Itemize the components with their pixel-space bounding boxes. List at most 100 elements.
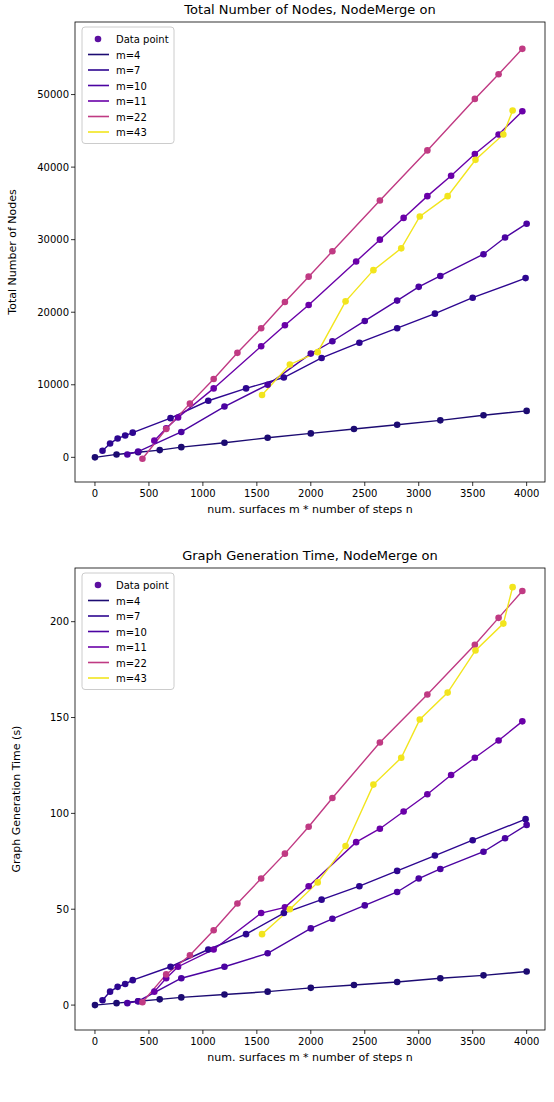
data-point xyxy=(502,835,509,842)
data-point xyxy=(259,931,266,938)
data-point xyxy=(258,325,265,332)
data-point xyxy=(210,946,217,953)
data-point xyxy=(444,193,451,200)
data-point xyxy=(400,808,407,815)
x-tick-label: 2000 xyxy=(298,488,323,499)
x-tick xyxy=(202,1030,203,1034)
data-point xyxy=(305,302,312,309)
data-point xyxy=(308,985,315,992)
y-tick-label: 200 xyxy=(50,616,69,627)
data-point xyxy=(178,444,185,451)
data-point xyxy=(519,588,526,595)
data-point xyxy=(287,906,294,913)
data-point xyxy=(139,455,146,462)
data-point xyxy=(480,412,487,419)
legend-label: m=7 xyxy=(116,611,140,622)
y-tick-label: 150 xyxy=(50,712,69,723)
y-tick xyxy=(71,813,75,814)
data-point xyxy=(264,950,271,957)
data-point xyxy=(522,275,529,282)
data-point xyxy=(394,868,401,875)
data-point xyxy=(178,994,185,1001)
y-tick-label: 100 xyxy=(50,808,69,819)
data-point xyxy=(187,952,194,959)
data-point xyxy=(377,825,384,832)
series-line xyxy=(142,49,522,459)
data-point xyxy=(175,963,182,970)
data-point xyxy=(281,374,288,381)
legend-label: m=4 xyxy=(116,596,140,607)
data-point xyxy=(398,245,405,252)
data-point xyxy=(308,430,315,437)
legend-line xyxy=(88,646,109,648)
data-point xyxy=(472,157,479,164)
legend-label: m=4 xyxy=(116,50,140,61)
data-point xyxy=(210,927,217,934)
legend-label: Data point xyxy=(116,580,169,591)
x-tick-label: 2500 xyxy=(352,1036,377,1047)
data-point xyxy=(415,284,422,291)
data-point xyxy=(437,417,444,424)
data-point xyxy=(351,982,358,989)
legend-line xyxy=(88,85,109,87)
data-point xyxy=(353,839,360,846)
data-point xyxy=(129,429,136,436)
x-axis-label: num. surfaces m * number of steps n xyxy=(207,503,412,516)
legend-line xyxy=(88,100,109,102)
x-tick xyxy=(148,482,149,486)
data-point xyxy=(318,896,325,903)
data-point xyxy=(308,925,315,932)
y-tick-label: 0 xyxy=(63,1000,69,1011)
data-point xyxy=(519,108,526,115)
data-point xyxy=(167,415,174,422)
x-tick xyxy=(310,1030,311,1034)
y-axis-label: Graph Generation Time (s) xyxy=(10,726,23,873)
data-point xyxy=(437,975,444,982)
y-tick-label: 10000 xyxy=(37,379,69,390)
data-point xyxy=(394,979,401,986)
y-tick-label: 50 xyxy=(56,904,69,915)
data-point xyxy=(135,449,142,456)
data-point xyxy=(437,273,444,280)
data-point xyxy=(305,823,312,830)
data-point xyxy=(377,236,384,243)
data-point xyxy=(264,381,271,388)
data-point xyxy=(314,349,321,356)
data-point xyxy=(502,234,509,241)
data-point xyxy=(305,273,312,280)
legend-line xyxy=(88,600,109,602)
x-tick-label: 3500 xyxy=(460,1036,485,1047)
data-point xyxy=(469,837,476,844)
legend-label: m=10 xyxy=(116,627,147,638)
legend-marker xyxy=(95,582,102,589)
series-line xyxy=(262,587,513,934)
legend-line xyxy=(88,662,109,664)
data-point xyxy=(417,213,424,220)
data-point xyxy=(329,795,336,802)
data-point xyxy=(495,737,502,744)
legend-label: m=22 xyxy=(116,658,147,669)
data-point xyxy=(178,975,185,982)
data-point xyxy=(305,883,312,890)
data-point xyxy=(205,397,212,404)
data-point xyxy=(287,361,294,368)
data-point xyxy=(122,432,129,439)
x-tick-label: 500 xyxy=(139,1036,158,1047)
legend-line xyxy=(88,131,109,133)
data-point xyxy=(282,850,289,857)
y-tick xyxy=(71,384,75,385)
x-tick-label: 500 xyxy=(139,488,158,499)
data-point xyxy=(523,220,530,227)
y-tick xyxy=(71,717,75,718)
data-point xyxy=(167,963,174,970)
data-point xyxy=(448,173,455,180)
y-tick xyxy=(71,457,75,458)
series-line xyxy=(154,111,522,440)
series-line xyxy=(127,825,526,1003)
y-axis-label: Total Number of Nodes xyxy=(6,189,19,316)
data-point xyxy=(314,879,321,886)
series-line xyxy=(142,591,522,1002)
data-point xyxy=(92,1002,99,1009)
data-point xyxy=(139,999,146,1006)
data-point xyxy=(424,147,431,154)
